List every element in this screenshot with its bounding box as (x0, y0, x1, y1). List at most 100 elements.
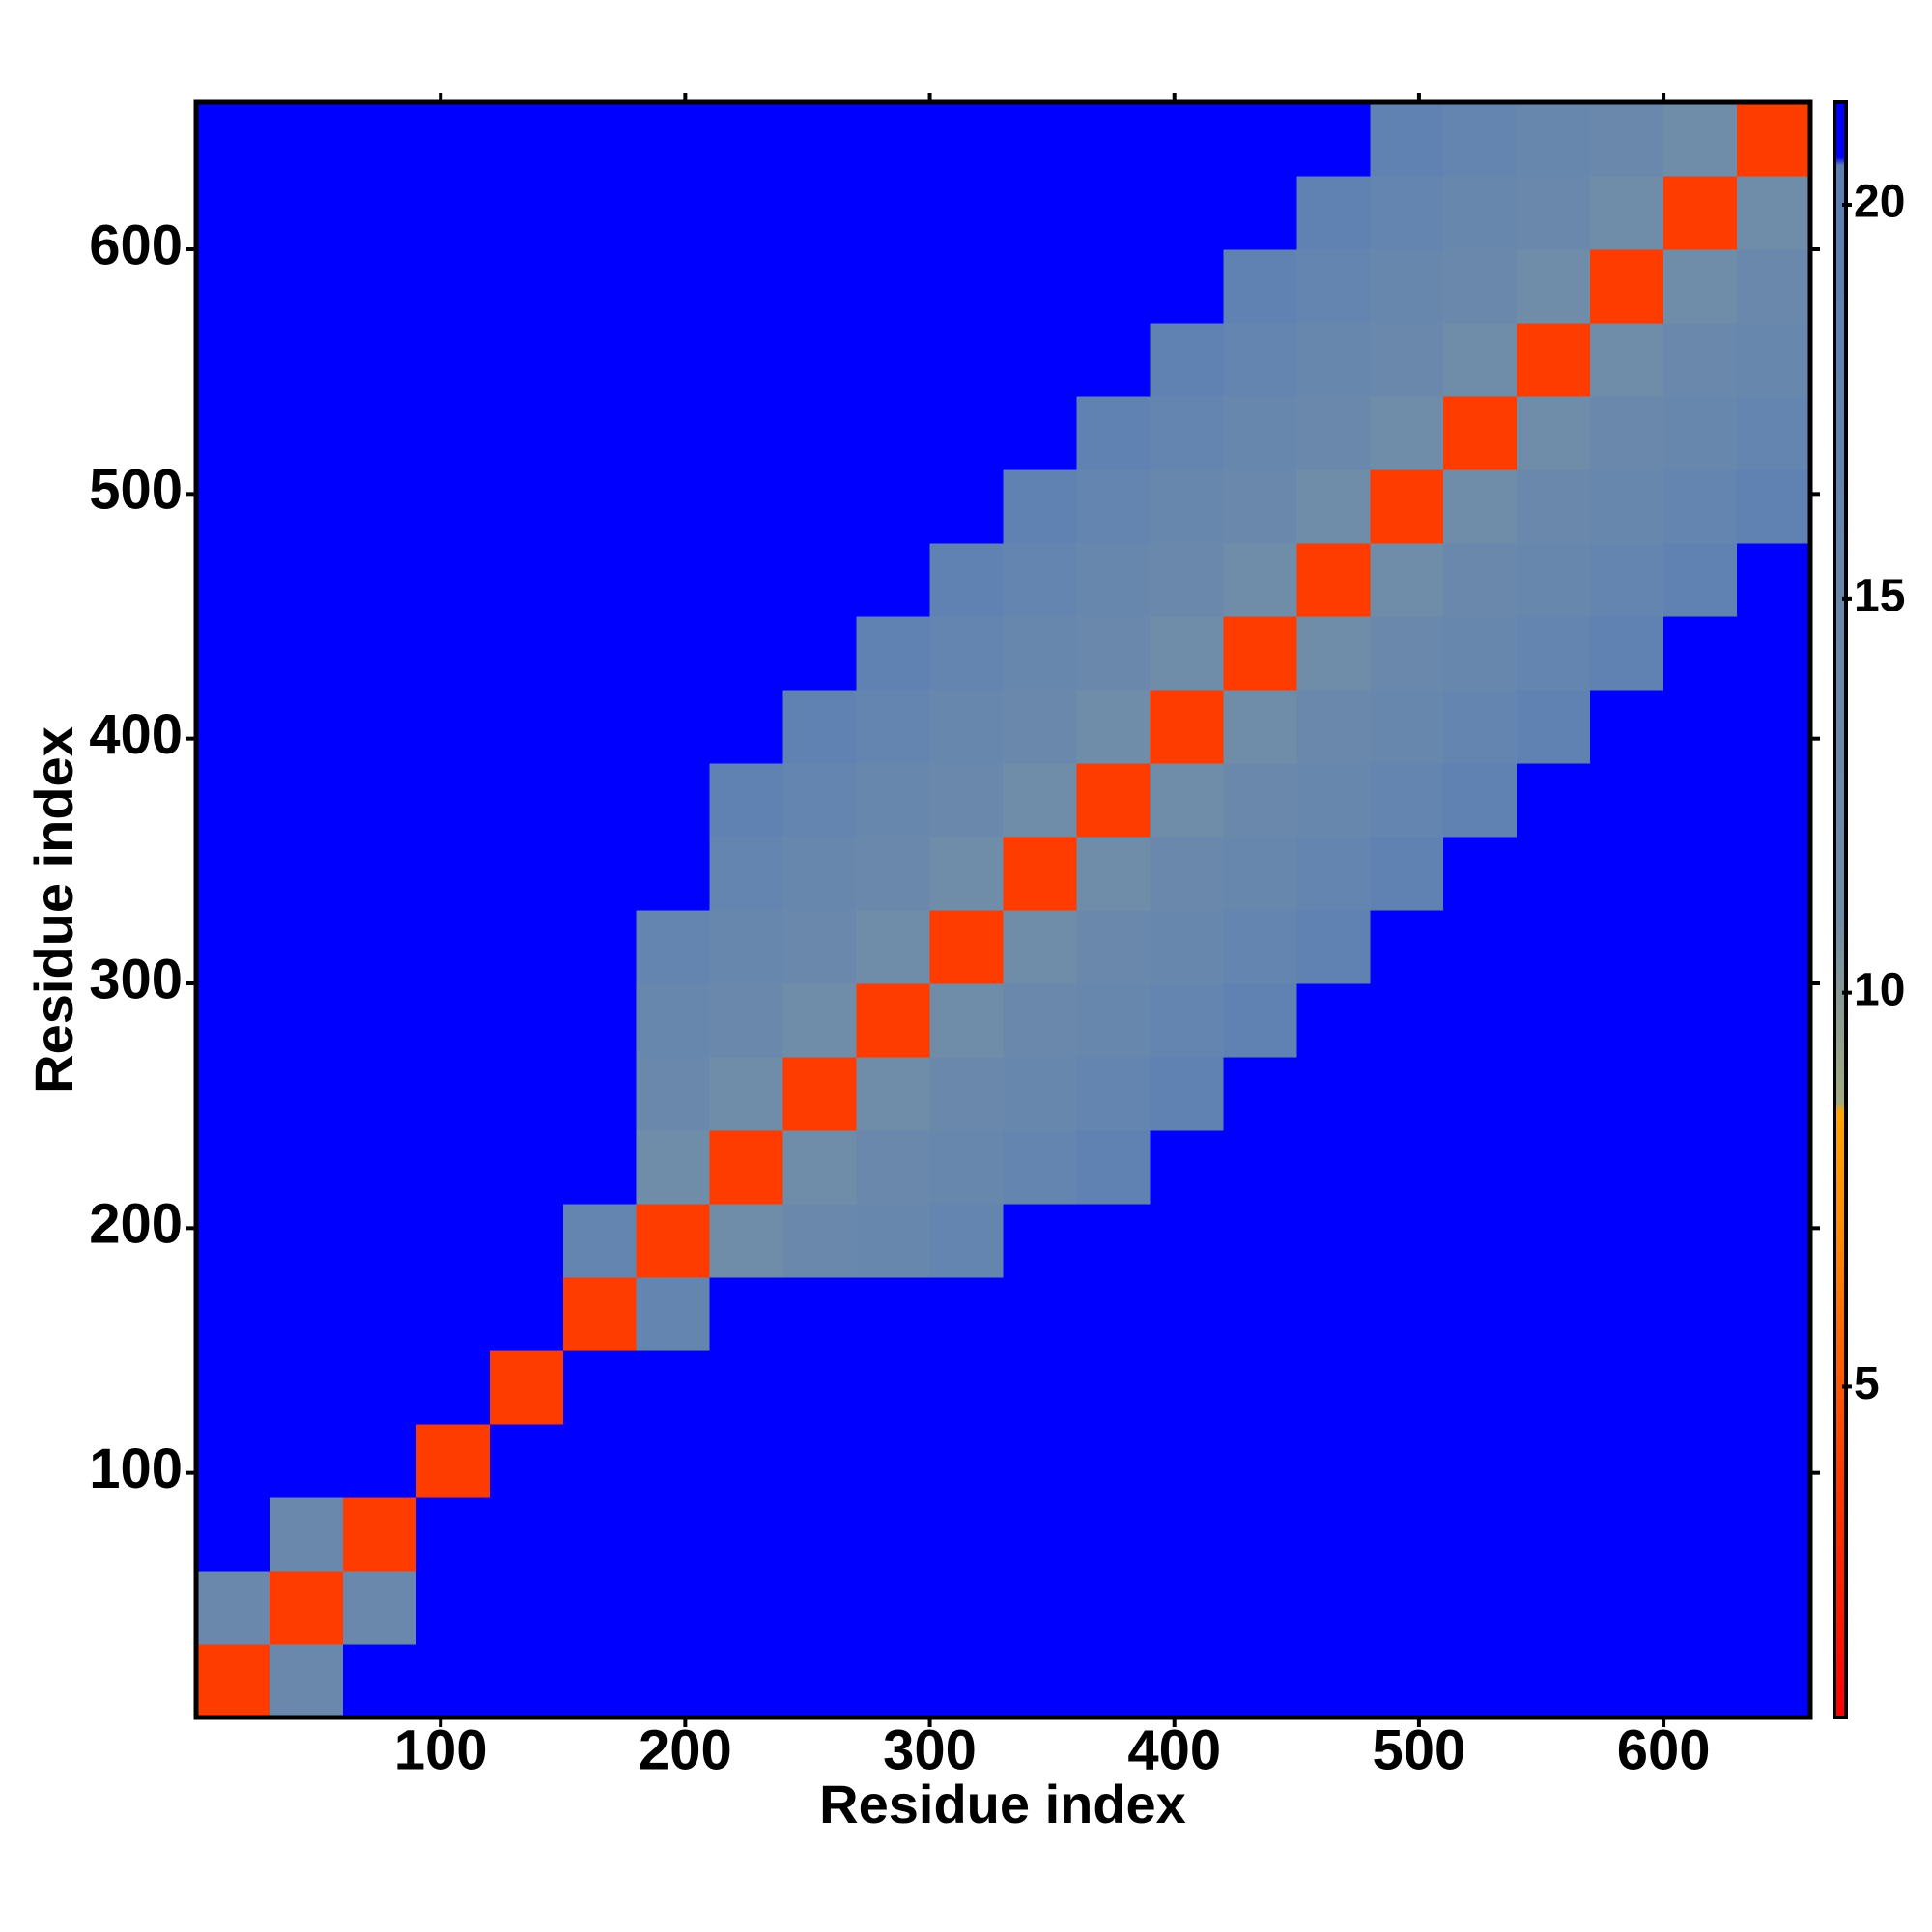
heatmap-cell (1223, 910, 1297, 984)
heatmap-cell (1223, 249, 1297, 324)
heatmap-cell (342, 1057, 417, 1131)
heatmap-cell (1443, 1644, 1518, 1719)
heatmap-cell (636, 616, 711, 691)
heatmap-cell (415, 469, 491, 544)
heatmap-cell (782, 176, 858, 250)
heatmap-cell (269, 176, 344, 250)
heatmap (196, 102, 1811, 1719)
heatmap-cell (1443, 323, 1518, 397)
heatmap-cell (1370, 910, 1444, 984)
heatmap-cell (1370, 102, 1444, 177)
heatmap-cell (636, 1424, 711, 1498)
heatmap-cell (1076, 983, 1151, 1058)
heatmap-cell (856, 249, 931, 324)
heatmap-cell (929, 543, 1004, 617)
heatmap-cell (342, 1204, 417, 1278)
heatmap-cell (1150, 763, 1224, 838)
heatmap-cell (1370, 1277, 1444, 1351)
heatmap-cell (1443, 616, 1518, 691)
heatmap-cell (782, 1130, 858, 1205)
heatmap-cell (1370, 763, 1444, 838)
heatmap-cell (856, 176, 931, 250)
x-tick-label: 600 (1617, 1719, 1711, 1781)
heatmap-cell (929, 837, 1004, 911)
heatmap-cell (562, 323, 638, 397)
heatmap-cell (1150, 176, 1224, 250)
heatmap-cell (1003, 910, 1077, 984)
heatmap-cell (1517, 176, 1591, 250)
heatmap-cell (856, 616, 931, 691)
heatmap-cell (196, 1644, 270, 1719)
heatmap-cell (342, 837, 417, 911)
heatmap-cell (1296, 616, 1371, 691)
heatmap-cell (489, 690, 564, 764)
heatmap-cell (196, 1130, 270, 1205)
heatmap-cell (929, 910, 1004, 984)
heatmap-cell (782, 1644, 858, 1719)
heatmap-cell (856, 763, 931, 838)
heatmap-cell (709, 837, 784, 911)
heatmap-cell (636, 396, 711, 470)
heatmap-cell (1003, 1644, 1077, 1719)
heatmap-cell (1076, 1497, 1151, 1572)
heatmap-cell (1223, 543, 1297, 617)
heatmap-cell (1517, 690, 1591, 764)
heatmap-cell (415, 1571, 491, 1645)
heatmap-cell (196, 763, 270, 838)
heatmap-cell (1737, 690, 1811, 764)
heatmap-cell (1296, 1350, 1371, 1425)
heatmap-cell (1370, 323, 1444, 397)
heatmap-cell (1296, 469, 1371, 544)
heatmap-cell (782, 690, 858, 764)
heatmap-cell (1737, 176, 1811, 250)
heatmap-cell (782, 910, 858, 984)
heatmap-cell (1590, 249, 1664, 324)
y-axis-title: Residue index (23, 726, 84, 1094)
heatmap-cell (1663, 837, 1738, 911)
heatmap-cell (1517, 543, 1591, 617)
heatmap-cell (562, 1497, 638, 1572)
heatmap-cell (636, 1057, 711, 1131)
heatmap-cell (1076, 176, 1151, 250)
heatmap-cell (1150, 616, 1224, 691)
heatmap-cell (489, 249, 564, 324)
heatmap-cell (1370, 469, 1444, 544)
heatmap-cell (1003, 690, 1077, 764)
heatmap-cell (1443, 176, 1518, 250)
heatmap-cell (489, 176, 564, 250)
heatmap-cell (1590, 1350, 1664, 1425)
heatmap-cell (1150, 1571, 1224, 1645)
heatmap-cell (1590, 983, 1664, 1058)
heatmap-cell (1590, 763, 1664, 838)
heatmap-cell (1370, 396, 1444, 470)
heatmap-cell (1150, 837, 1224, 911)
heatmap-cell (929, 1277, 1004, 1351)
heatmap-cell (269, 690, 344, 764)
heatmap-cell (1150, 690, 1224, 764)
heatmap-cell (269, 837, 344, 911)
heatmap-cell (415, 983, 491, 1058)
heatmap-cell (196, 469, 270, 544)
heatmap-cell (1076, 1644, 1151, 1719)
heatmap-cell (1443, 1130, 1518, 1205)
heatmap-cell (1150, 1497, 1224, 1572)
heatmap-cell (415, 1350, 491, 1425)
heatmap-cell (1150, 1057, 1224, 1131)
heatmap-cell (1663, 102, 1738, 177)
heatmap-cell (489, 763, 564, 838)
heatmap-cell (562, 690, 638, 764)
heatmap-cell (1663, 323, 1738, 397)
heatmap-cell (1737, 616, 1811, 691)
heatmap-cell (1737, 1571, 1811, 1645)
heatmap-cell (562, 983, 638, 1058)
heatmap-cell (196, 1277, 270, 1351)
heatmap-cell (1296, 690, 1371, 764)
heatmap-cell (929, 1644, 1004, 1719)
heatmap-cell (342, 1424, 417, 1498)
heatmap-cell (342, 323, 417, 397)
heatmap-cell (269, 1204, 344, 1278)
heatmap-cell (1737, 1497, 1811, 1572)
heatmap-cell (636, 1277, 711, 1351)
heatmap-cell (1076, 1424, 1151, 1498)
plot-frame (193, 99, 1813, 1720)
